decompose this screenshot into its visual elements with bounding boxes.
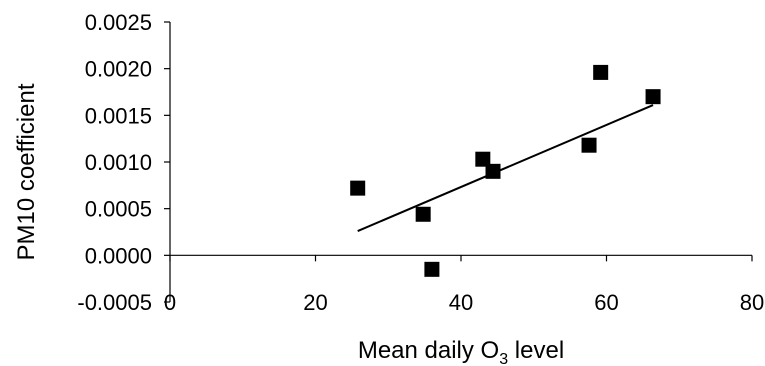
data-point	[485, 163, 501, 179]
x-axis-title: Mean daily O3 level	[358, 337, 564, 366]
data-point	[475, 151, 491, 167]
data-point	[645, 89, 661, 105]
x-axis-title-suffix: level	[508, 337, 564, 364]
x-tick-label: 0	[164, 290, 176, 315]
x-axis-title-subscript: 3	[499, 351, 508, 366]
y-axis-ticks: -0.0005 0.0000 0.0005 0.0010 0.0015 0.0020 0.0…	[77, 10, 170, 315]
y-axis-title: PM10 coefficient	[13, 83, 40, 260]
data-point	[424, 261, 440, 277]
x-axis-ticks: 0 20 40 60 80	[164, 255, 764, 315]
data-point	[350, 180, 366, 196]
y-tick-label: 0.0020	[85, 57, 152, 82]
data-point	[581, 137, 597, 153]
y-tick-label: -0.0005	[77, 290, 152, 315]
x-tick-label: 20	[303, 290, 327, 315]
x-axis-title-main: Mean daily O	[358, 337, 499, 364]
trendline	[357, 104, 654, 232]
data-point	[415, 206, 431, 222]
y-tick-label: 0.0025	[85, 10, 152, 35]
x-tick-label: 40	[449, 290, 473, 315]
data-point	[593, 64, 609, 80]
y-tick-label: 0.0010	[85, 150, 152, 175]
y-tick-label: 0.0000	[85, 243, 152, 268]
y-tick-label: 0.0015	[85, 103, 152, 128]
y-tick-label: 0.0005	[85, 197, 152, 222]
x-tick-label: 80	[740, 290, 764, 315]
x-tick-label: 60	[594, 290, 618, 315]
data-points	[350, 64, 661, 277]
